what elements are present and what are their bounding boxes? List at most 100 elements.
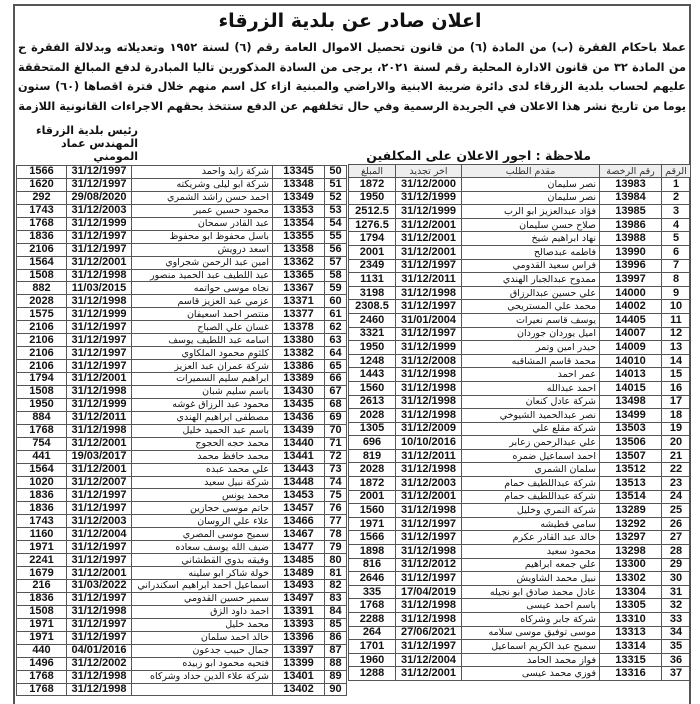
last-renewal-date: 31/12/2012 xyxy=(395,557,462,573)
row-number: 85 xyxy=(324,617,347,632)
applicant-name: سميح عبد الكريم اسماعيل xyxy=(461,639,600,654)
license-number: 13503 xyxy=(599,421,662,437)
license-number: 13514 xyxy=(599,489,662,505)
amount: 2646 xyxy=(348,571,396,586)
table-row: 19 13503 شركة مقلع علي 31/12/2009 1305 xyxy=(348,421,691,437)
table-row: 33 13310 شركة جابر وشركاه 31/12/1998 2288 xyxy=(348,612,691,627)
last-renewal-date: 31/12/2001 xyxy=(66,436,132,451)
last-renewal-date: 31/12/1998 xyxy=(395,544,462,559)
last-renewal-date: 31/12/1999 xyxy=(66,307,132,322)
last-renewal-date: 31/12/1999 xyxy=(395,340,462,355)
license-number: 13485 xyxy=(272,553,325,568)
table-row: 30 13302 نبيل محمد الشاويش 31/12/1997 2646 xyxy=(348,571,691,586)
row-number: 65 xyxy=(324,359,347,373)
row-number: 55 xyxy=(324,229,347,244)
license-number: 13289 xyxy=(599,503,662,518)
table-row: 61 13377 منتصر احمد اسعيفان 31/12/1999 1575 xyxy=(16,307,347,322)
amount: 2512.5 xyxy=(348,204,396,219)
table-row: 10 14002 محمد علي المستريحي 31/12/1997 2308.… xyxy=(348,299,691,314)
amount: 1679 xyxy=(16,566,67,580)
table-row: 55 13355 باسل محفوظ ابو محفوظ 31/12/1997 183… xyxy=(16,229,347,244)
applicant-name: اسعد درويش xyxy=(131,242,273,257)
license-number: 13313 xyxy=(599,625,662,641)
row-number: 24 xyxy=(661,489,691,505)
row-number: 1 xyxy=(661,177,691,192)
last-renewal-date: 31/12/2001 xyxy=(66,372,132,386)
table-row: 80 13485 وفيقه بدوي القطشاني 31/12/1997 2241 xyxy=(16,553,347,568)
row-number: 16 xyxy=(661,380,691,396)
license-number: 13305 xyxy=(599,598,662,613)
amount: 335 xyxy=(348,584,396,600)
applicant-name: فؤاد عبدالعزيز ابو الرب xyxy=(461,204,600,219)
table-row: 66 13389 ابراهيم سليم السميرات 31/12/2001 17… xyxy=(16,372,347,386)
applicant-name: جمال حبيب جدعون xyxy=(131,643,273,658)
table-row: 16 14015 احمد عبدالله 31/12/1998 1560 xyxy=(348,380,691,396)
row-number: 3 xyxy=(661,204,691,219)
last-renewal-date: 31/12/1997 xyxy=(66,553,132,568)
table-row: 73 13443 علي محمد عبده 31/12/2001 1564 xyxy=(16,462,347,477)
license-number: 14009 xyxy=(599,340,662,355)
last-renewal-date: 31/12/1997 xyxy=(66,320,132,335)
table-row: 20 13506 علي عبدالرحمن زعابر 10/10/2016 696 xyxy=(348,435,691,450)
row-number: 58 xyxy=(324,268,347,283)
last-renewal-date: 31/12/1998 xyxy=(395,462,462,478)
applicant-name: شركة مقلع علي xyxy=(461,421,600,437)
license-number: 13378 xyxy=(272,320,325,335)
col-number: الرقم xyxy=(661,164,691,178)
table-row: 18 13499 نصر عبدالحميد الشيوخي 31/12/1998 20… xyxy=(348,408,691,423)
table-row: 86 13396 خالد احمد سلمان 31/12/1997 1971 xyxy=(16,630,347,645)
table-row: 32 13305 باسم احمد عيسى 31/12/1998 1768 xyxy=(348,598,691,613)
last-renewal-date: 31/12/1998 xyxy=(66,384,132,399)
license-number: 13316 xyxy=(599,666,662,681)
applicant-name: محمد علي المستريحي xyxy=(461,299,600,314)
amount: 1020 xyxy=(16,475,67,490)
license-number: 13345 xyxy=(272,165,325,179)
col-amount: المبلغ xyxy=(348,164,396,178)
license-number: 13440 xyxy=(272,436,325,451)
applicant-name: باسم احمد عيسى xyxy=(461,598,600,613)
row-number: 34 xyxy=(661,625,691,641)
amount: 3321 xyxy=(348,326,396,342)
applicant-name: محمد خليل xyxy=(131,617,273,632)
table-row: 6 13990 فاطمه عبدصالح 31/12/2001 2001 xyxy=(348,244,691,260)
applicant-name: فتحيه محمود ابو زبيده xyxy=(131,656,273,671)
license-number: 13988 xyxy=(599,231,662,246)
applicant-name: ابراهيم سليم السميرات xyxy=(131,372,273,386)
applicant-name: سامي قطيشه xyxy=(461,516,600,532)
amount: 882 xyxy=(16,281,67,296)
applicant-name: صلاح حسن سليمان xyxy=(461,217,600,233)
last-renewal-date: 31/12/1998 xyxy=(66,682,132,697)
row-number: 36 xyxy=(661,652,691,668)
amount: 1971 xyxy=(16,617,67,632)
license-number: 13430 xyxy=(272,384,325,399)
last-renewal-date: 31/12/2001 xyxy=(395,489,462,505)
table-row: 36 13315 فواز محمد الحامد 31/12/2004 1960 xyxy=(348,652,691,668)
row-number: 84 xyxy=(324,604,347,619)
last-renewal-date: 31/12/2001 xyxy=(395,666,462,681)
row-number: 13 xyxy=(661,340,691,355)
applicant-name: موسى توفيق موسى سلامه xyxy=(461,625,600,641)
row-number: 86 xyxy=(324,630,347,645)
amount: 1508 xyxy=(16,384,67,399)
row-number: 20 xyxy=(661,435,691,450)
row-number: 9 xyxy=(661,285,691,301)
row-number: 12 xyxy=(661,326,691,342)
last-renewal-date: 31/12/2003 xyxy=(66,203,132,218)
license-number: 13399 xyxy=(272,656,325,671)
amount: 1508 xyxy=(16,268,67,283)
applicant-name: نجاه موسى حواتمه xyxy=(131,281,273,296)
announcement-body: عملا باحكام الفقرة (ب) من المادة (٦) من … xyxy=(18,41,686,113)
license-number: 13396 xyxy=(272,630,325,645)
applicant-name: محمد حجه الحجوج xyxy=(131,436,273,451)
applicant-name: نهاد ابراهيم شيخ xyxy=(461,231,600,246)
applicant-name: باسم عبد الحميد خليل xyxy=(131,423,273,438)
table-row: 34 13313 موسى توفيق موسى سلامه 27/06/2021 26… xyxy=(348,625,691,641)
license-number: 13489 xyxy=(272,566,325,580)
table-row: 58 13365 عبد اللطيف عبد الحميد منصور 31/12/… xyxy=(16,268,347,283)
applicant-name: محمود حسين عمير xyxy=(131,203,273,218)
applicant-name: احمد عبدالله xyxy=(461,380,600,396)
amount: 1872 xyxy=(348,177,396,192)
table-row: 69 13436 مصطفى ابراهيم الهندي 31/12/2011 884 xyxy=(16,410,347,425)
license-number: 13457 xyxy=(272,501,325,516)
table-row: 71 13440 محمد حجه الحجوج 31/12/2001 754 xyxy=(16,436,347,451)
